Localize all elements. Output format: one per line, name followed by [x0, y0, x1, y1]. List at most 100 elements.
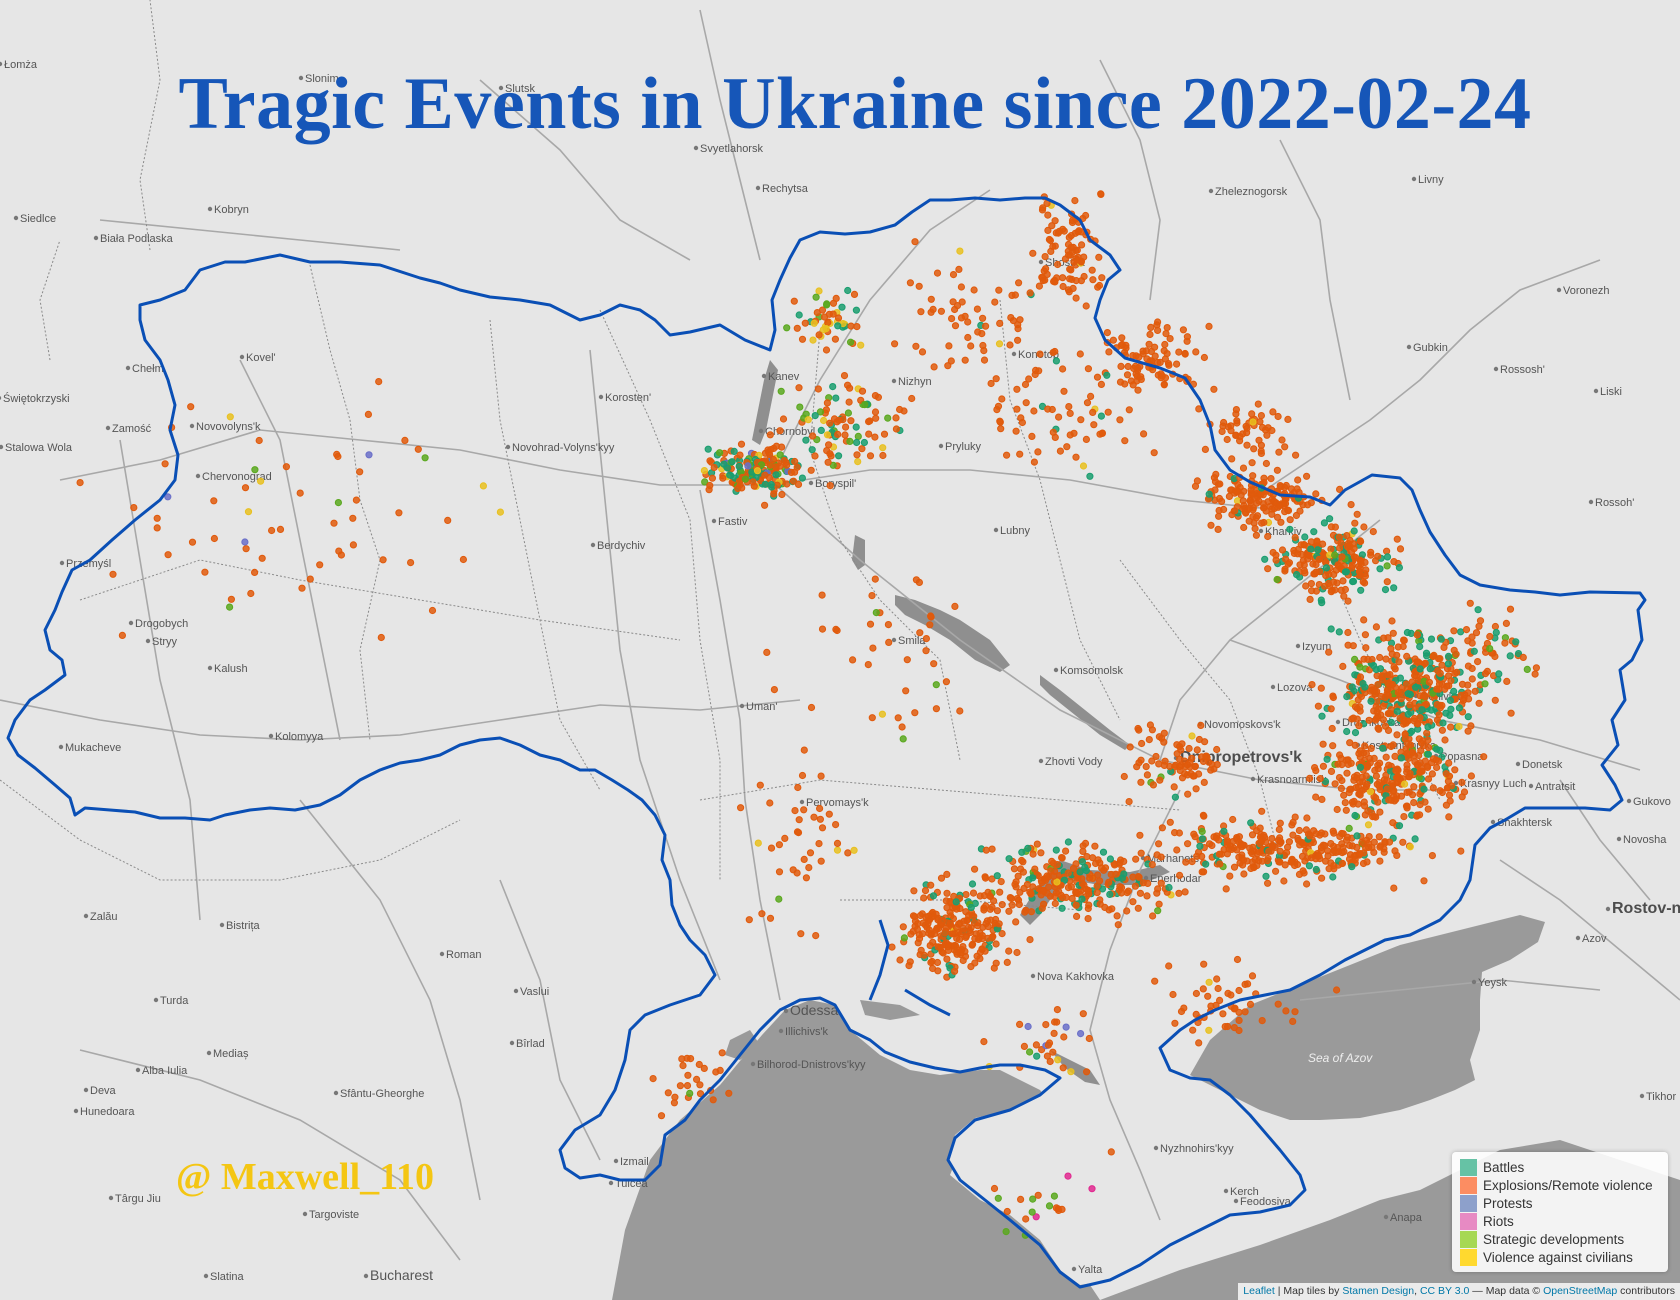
- event-marker[interactable]: [980, 906, 988, 914]
- event-marker[interactable]: [1018, 418, 1027, 427]
- event-marker[interactable]: [1247, 848, 1255, 856]
- event-marker[interactable]: [1269, 548, 1277, 557]
- event-marker[interactable]: [776, 451, 784, 459]
- event-marker[interactable]: [1343, 727, 1351, 736]
- event-marker[interactable]: [1197, 721, 1205, 730]
- event-marker[interactable]: [1331, 551, 1339, 559]
- event-marker[interactable]: [1268, 426, 1276, 435]
- event-marker[interactable]: [1129, 873, 1137, 881]
- event-marker[interactable]: [1294, 476, 1302, 484]
- event-marker[interactable]: [1387, 718, 1395, 727]
- event-marker[interactable]: [1434, 667, 1442, 675]
- event-marker[interactable]: [944, 362, 952, 370]
- event-marker[interactable]: [1451, 766, 1459, 774]
- event-marker[interactable]: [1282, 1007, 1290, 1015]
- event-marker[interactable]: [1234, 480, 1242, 488]
- event-marker[interactable]: [1055, 413, 1063, 421]
- event-marker[interactable]: [1278, 436, 1286, 444]
- event-marker[interactable]: [844, 286, 852, 295]
- event-marker[interactable]: [1169, 990, 1177, 999]
- event-marker[interactable]: [899, 923, 907, 931]
- event-marker[interactable]: [782, 458, 790, 467]
- event-marker[interactable]: [1356, 537, 1364, 545]
- event-marker[interactable]: [1413, 658, 1421, 666]
- event-marker[interactable]: [1214, 480, 1223, 488]
- event-marker[interactable]: [1325, 648, 1333, 656]
- event-marker[interactable]: [1088, 266, 1096, 274]
- event-marker[interactable]: [1397, 754, 1406, 762]
- event-marker[interactable]: [1275, 836, 1283, 844]
- event-marker[interactable]: [1077, 1030, 1085, 1038]
- event-marker[interactable]: [1195, 1039, 1203, 1047]
- event-marker[interactable]: [459, 555, 467, 564]
- event-marker[interactable]: [825, 441, 833, 449]
- event-marker[interactable]: [187, 403, 195, 411]
- event-marker[interactable]: [1458, 778, 1466, 787]
- event-marker[interactable]: [1072, 860, 1080, 868]
- event-marker[interactable]: [1014, 325, 1022, 333]
- event-marker[interactable]: [1008, 901, 1016, 909]
- event-marker[interactable]: [1123, 371, 1132, 379]
- event-marker[interactable]: [1005, 855, 1013, 863]
- event-marker[interactable]: [1400, 718, 1408, 726]
- event-marker[interactable]: [1220, 827, 1228, 835]
- event-marker[interactable]: [1353, 715, 1361, 723]
- event-marker[interactable]: [944, 941, 952, 949]
- leaflet-link[interactable]: Leaflet: [1243, 1285, 1275, 1297]
- event-marker[interactable]: [892, 425, 901, 433]
- event-marker[interactable]: [1326, 515, 1334, 523]
- event-marker[interactable]: [1458, 793, 1466, 801]
- event-marker[interactable]: [686, 1089, 694, 1098]
- event-marker[interactable]: [496, 508, 504, 516]
- event-marker[interactable]: [805, 864, 813, 872]
- event-marker[interactable]: [826, 482, 834, 490]
- event-marker[interactable]: [767, 446, 775, 454]
- event-marker[interactable]: [1053, 1018, 1061, 1026]
- event-marker[interactable]: [1002, 1228, 1010, 1236]
- event-marker[interactable]: [1317, 829, 1326, 837]
- event-marker[interactable]: [953, 302, 962, 310]
- event-marker[interactable]: [1195, 405, 1203, 413]
- event-marker[interactable]: [838, 303, 846, 311]
- event-marker[interactable]: [226, 603, 234, 611]
- event-marker[interactable]: [847, 322, 855, 330]
- event-marker[interactable]: [1068, 216, 1077, 225]
- event-marker[interactable]: [276, 525, 285, 534]
- event-marker[interactable]: [744, 462, 752, 470]
- event-marker[interactable]: [1216, 860, 1224, 868]
- event-marker[interactable]: [1060, 1033, 1068, 1041]
- event-marker[interactable]: [1428, 852, 1437, 860]
- event-marker[interactable]: [1436, 787, 1444, 795]
- event-marker[interactable]: [984, 923, 992, 931]
- event-marker[interactable]: [777, 387, 785, 395]
- event-marker[interactable]: [1406, 701, 1414, 709]
- event-marker[interactable]: [858, 387, 867, 395]
- event-marker[interactable]: [854, 458, 862, 466]
- event-marker[interactable]: [1383, 562, 1391, 570]
- event-marker[interactable]: [1413, 812, 1421, 820]
- event-marker[interactable]: [1291, 861, 1299, 870]
- event-marker[interactable]: [1198, 827, 1206, 836]
- event-marker[interactable]: [1161, 757, 1169, 765]
- event-marker[interactable]: [1382, 655, 1390, 663]
- event-marker[interactable]: [1425, 744, 1433, 752]
- event-marker[interactable]: [1013, 948, 1021, 957]
- event-marker[interactable]: [1129, 352, 1137, 360]
- event-marker[interactable]: [1425, 678, 1434, 686]
- event-marker[interactable]: [1376, 843, 1384, 851]
- event-marker[interactable]: [801, 319, 809, 327]
- event-marker[interactable]: [775, 895, 783, 903]
- event-marker[interactable]: [1331, 780, 1339, 788]
- event-marker[interactable]: [1468, 639, 1476, 647]
- event-marker[interactable]: [891, 340, 899, 348]
- event-marker[interactable]: [1052, 846, 1060, 854]
- event-marker[interactable]: [1380, 634, 1388, 642]
- event-marker[interactable]: [1038, 1046, 1046, 1054]
- event-marker[interactable]: [1032, 1213, 1040, 1221]
- event-marker[interactable]: [1156, 776, 1164, 784]
- event-marker[interactable]: [930, 363, 938, 371]
- event-marker[interactable]: [1051, 217, 1059, 225]
- event-marker[interactable]: [1117, 889, 1126, 897]
- event-marker[interactable]: [1072, 453, 1080, 461]
- event-marker[interactable]: [1303, 814, 1311, 822]
